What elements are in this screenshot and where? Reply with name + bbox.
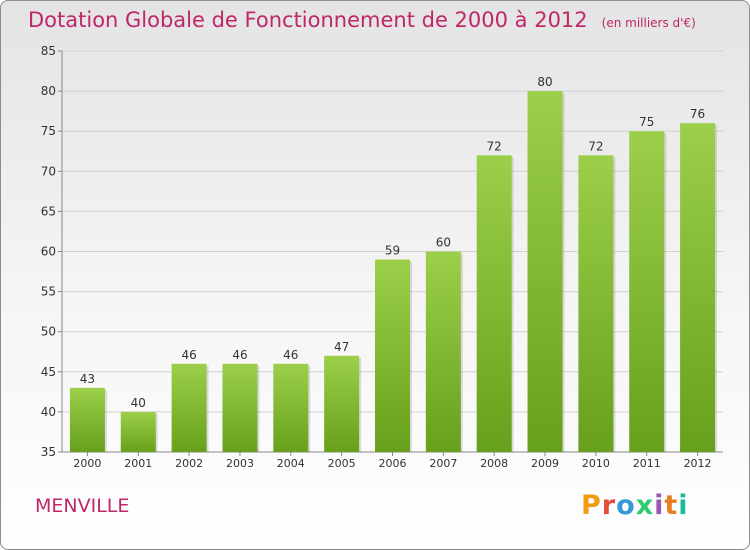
chart-title: Dotation Globale de Fonctionnement de 20… — [28, 8, 696, 32]
bar — [69, 387, 105, 452]
y-tick-label: 40 — [41, 405, 56, 419]
x-tick-label: 2006 — [379, 457, 407, 470]
bar — [324, 355, 360, 452]
commune-name: MENVILLE — [35, 495, 130, 517]
data-label: 72 — [588, 139, 603, 153]
brand-letter: i — [654, 490, 665, 521]
brand-letter: r — [601, 490, 617, 521]
x-tick-label: 2000 — [73, 457, 101, 470]
data-label: 72 — [487, 139, 502, 153]
data-label: 76 — [690, 107, 705, 121]
bar — [273, 363, 309, 452]
y-tick-label: 55 — [41, 285, 56, 299]
data-label: 43 — [80, 372, 95, 386]
bar — [476, 155, 512, 452]
data-label: 75 — [639, 115, 654, 129]
chart-unit-label: (en milliers d'€) — [601, 16, 696, 30]
y-tick-label: 60 — [41, 245, 56, 259]
y-tick-label: 75 — [41, 124, 56, 138]
data-label: 46 — [232, 348, 247, 362]
bar — [680, 123, 716, 453]
x-tick-label: 2001 — [124, 457, 152, 470]
brand-logo: Proxiti — [581, 490, 689, 521]
bar — [527, 91, 563, 452]
y-tick-label: 45 — [41, 365, 56, 379]
y-tick-label: 35 — [41, 445, 56, 459]
bar — [120, 411, 156, 452]
brand-letter: P — [581, 490, 602, 521]
data-label: 80 — [537, 75, 552, 89]
y-tick-label: 50 — [41, 325, 56, 339]
brand-letter: t — [664, 490, 679, 521]
bar — [629, 131, 665, 452]
chart-title-text: Dotation Globale de Fonctionnement de 20… — [28, 8, 588, 32]
data-label: 47 — [334, 340, 349, 354]
x-tick-label: 2002 — [175, 457, 203, 470]
x-tick-label: 2007 — [429, 457, 457, 470]
y-tick-label: 80 — [41, 84, 56, 98]
bars — [69, 91, 718, 453]
x-tick-label: 2010 — [582, 457, 610, 470]
x-tick-label: 2012 — [684, 457, 712, 470]
bar — [222, 363, 258, 452]
data-label: 46 — [283, 348, 298, 362]
bar — [425, 251, 461, 452]
data-label: 59 — [385, 244, 400, 258]
x-tick-label: 2005 — [328, 457, 356, 470]
data-label: 46 — [181, 348, 196, 362]
data-label: 40 — [131, 396, 146, 410]
bar — [171, 363, 207, 452]
x-tick-label: 2008 — [480, 457, 508, 470]
x-tick-label: 2004 — [277, 457, 305, 470]
x-tick-label: 2011 — [633, 457, 661, 470]
y-tick-label: 85 — [41, 44, 56, 58]
x-tick-label: 2009 — [531, 457, 559, 470]
brand-letter: x — [635, 490, 655, 521]
tick-labels: 35 40 45 50 55 60 65 70 75 80 85 2000 2001 2002 2003 20… — [41, 44, 712, 470]
brand-letter: i — [678, 490, 689, 521]
x-tick-label: 2003 — [226, 457, 254, 470]
y-tick-label: 70 — [41, 164, 56, 178]
data-labels: 43 40 46 46 46 47 59 60 72 80 72 75 76 — [80, 75, 705, 410]
brand-letter: o — [616, 490, 636, 521]
data-label: 60 — [436, 236, 451, 250]
y-tick-label: 65 — [41, 204, 56, 218]
bar — [375, 259, 410, 452]
bar — [578, 155, 614, 452]
